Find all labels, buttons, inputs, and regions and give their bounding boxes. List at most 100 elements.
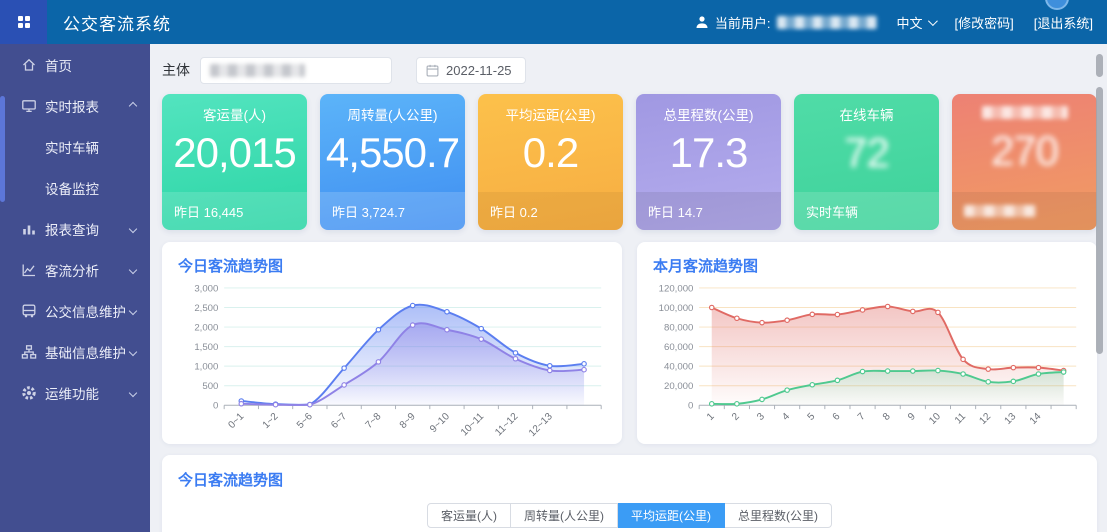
scrollbar-thumb[interactable] bbox=[1096, 87, 1103, 354]
sidebar-item-ops-functions[interactable]: 运维功能 bbox=[0, 372, 150, 413]
svg-text:12~13: 12~13 bbox=[527, 411, 555, 439]
sidebar-item-realtime-reports[interactable]: 实时报表 bbox=[0, 85, 150, 126]
svg-text:20,000: 20,000 bbox=[664, 381, 693, 392]
svg-text:0: 0 bbox=[688, 401, 693, 412]
sidebar-item-label: 公交信息维护 bbox=[45, 301, 126, 321]
chevron-down-icon bbox=[129, 306, 137, 314]
date-value: 2022-11-25 bbox=[446, 63, 512, 78]
header-right: 当前用户: 中文 [修改密码] [退出系统] bbox=[695, 13, 1107, 32]
sidebar-item-label: 首页 bbox=[45, 55, 72, 75]
svg-text:100,000: 100,000 bbox=[659, 303, 694, 314]
stat-card-total-mileage: 总里程数(公里) 17.3 昨日 14.7 bbox=[636, 94, 781, 230]
stat-card-value: 17.3 bbox=[636, 121, 781, 185]
stat-card-title: 总里程数(公里) bbox=[636, 104, 781, 121]
bottom-trend-chart-card: 今日客流趋势图 客运量(人) 周转量(人公里) 平均运距(公里) 总里程数(公里… bbox=[162, 455, 1097, 532]
home-icon bbox=[21, 57, 37, 73]
sidebar-item-label: 报表查询 bbox=[45, 219, 99, 239]
stat-card-footer: 昨日 0.2 bbox=[478, 192, 623, 230]
current-user-label: 当前用户: bbox=[715, 13, 771, 32]
stat-card-online-vehicles: 在线车辆 72 实时车辆 bbox=[794, 94, 939, 230]
svg-text:2: 2 bbox=[730, 411, 742, 423]
sidebar-item-label: 设备监控 bbox=[45, 178, 99, 198]
chart-title: 今日客流趋势图 bbox=[178, 469, 1081, 490]
svg-text:13: 13 bbox=[1003, 411, 1019, 427]
avatar[interactable] bbox=[1045, 0, 1069, 10]
svg-text:1,000: 1,000 bbox=[194, 362, 218, 373]
tab-turnover[interactable]: 周转量(人公里) bbox=[511, 503, 618, 528]
sidebar-item-home[interactable]: 首页 bbox=[0, 44, 150, 85]
filter-toolbar: 主体 2022-11-25 bbox=[162, 56, 1097, 84]
sidebar-item-label: 实时车辆 bbox=[45, 137, 99, 157]
stat-card-title: 在线车辆 bbox=[794, 104, 939, 121]
stat-card-title: 周转量(人公里) bbox=[320, 104, 465, 121]
svg-text:500: 500 bbox=[202, 381, 218, 392]
sitemap-icon bbox=[21, 344, 37, 360]
today-trend-chart[interactable]: 05001,0001,5002,0002,5003,0000~11~25~66~… bbox=[178, 280, 606, 444]
stat-card-redacted: 270 bbox=[952, 94, 1097, 230]
chart-title: 今日客流趋势图 bbox=[178, 255, 606, 276]
today-trend-chart-card: 今日客流趋势图 0 500 1,000 1,500 2,000 2,500 3,000 0~1… bbox=[162, 242, 622, 444]
svg-text:60,000: 60,000 bbox=[664, 342, 693, 353]
svg-text:0: 0 bbox=[213, 401, 218, 412]
chevron-down-icon bbox=[927, 16, 937, 26]
page-scrollbar bbox=[1096, 44, 1103, 532]
subject-value-redacted bbox=[210, 64, 305, 77]
svg-text:5: 5 bbox=[806, 411, 818, 423]
line-chart-icon bbox=[21, 262, 37, 278]
month-trend-chart-card: 本月客流趋势图 020,00040,00060,00080,000100,000… bbox=[637, 242, 1097, 444]
chevron-down-icon bbox=[129, 347, 137, 355]
tab-avg-distance[interactable]: 平均运距(公里) bbox=[618, 503, 725, 528]
logout-link[interactable]: [退出系统] bbox=[1034, 13, 1093, 32]
subject-label: 主体 bbox=[162, 60, 190, 80]
svg-text:1~2: 1~2 bbox=[261, 411, 281, 431]
stat-card-footer: 实时车辆 bbox=[794, 192, 939, 230]
user-icon bbox=[695, 15, 709, 29]
svg-text:2,500: 2,500 bbox=[194, 303, 218, 314]
tab-total-mileage[interactable]: 总里程数(公里) bbox=[725, 503, 832, 528]
stat-card-passenger-volume: 客运量(人) 20,015 昨日 16,445 bbox=[162, 94, 307, 230]
chevron-up-icon bbox=[129, 101, 137, 109]
svg-text:10~11: 10~11 bbox=[459, 411, 487, 439]
svg-text:0~1: 0~1 bbox=[226, 411, 246, 431]
current-user: 当前用户: bbox=[695, 13, 877, 32]
scrollbar-thumb[interactable] bbox=[1096, 54, 1103, 77]
tab-passenger-volume[interactable]: 客运量(人) bbox=[427, 503, 511, 528]
month-trend-chart[interactable]: 020,00040,00060,00080,000100,000120,0001… bbox=[653, 280, 1081, 444]
sidebar-item-report-query[interactable]: 报表查询 bbox=[0, 208, 150, 249]
svg-text:7~8: 7~8 bbox=[364, 411, 384, 431]
metric-tabs: 客运量(人) 周转量(人公里) 平均运距(公里) 总里程数(公里) bbox=[178, 503, 1081, 528]
svg-text:40,000: 40,000 bbox=[664, 362, 693, 373]
svg-text:6: 6 bbox=[831, 411, 843, 423]
language-selector[interactable]: 中文 bbox=[897, 13, 935, 32]
svg-text:11~12: 11~12 bbox=[493, 411, 521, 439]
monitor-icon bbox=[21, 98, 37, 114]
stat-card-title-redacted bbox=[982, 106, 1068, 119]
sidebar-item-flow-analysis[interactable]: 客流分析 bbox=[0, 249, 150, 290]
main-content: 主体 2022-11-25 客运量(人) 20,015 昨日 16,445 周转… bbox=[150, 44, 1107, 532]
svg-text:2,000: 2,000 bbox=[194, 322, 218, 333]
sidebar-toggle-button[interactable] bbox=[0, 0, 47, 44]
language-label: 中文 bbox=[897, 13, 923, 32]
charts-row: 今日客流趋势图 0 500 1,000 1,500 2,000 2,500 3,000 0~1… bbox=[162, 242, 1097, 444]
sidebar-item-realtime-vehicles[interactable]: 实时车辆 bbox=[0, 126, 150, 167]
svg-text:8: 8 bbox=[881, 411, 893, 423]
svg-text:3,000: 3,000 bbox=[194, 283, 218, 294]
bus-icon bbox=[21, 303, 37, 319]
sidebar-item-basic-info-maintenance[interactable]: 基础信息维护 bbox=[0, 331, 150, 372]
gear-icon bbox=[21, 385, 37, 401]
stat-card-footer: 昨日 3,724.7 bbox=[320, 192, 465, 230]
subject-input[interactable] bbox=[200, 57, 392, 84]
stat-card-turnover: 周转量(人公里) 4,550.7 昨日 3,724.7 bbox=[320, 94, 465, 230]
svg-text:1: 1 bbox=[705, 411, 717, 423]
svg-text:9: 9 bbox=[906, 411, 918, 423]
sidebar-item-bus-info-maintenance[interactable]: 公交信息维护 bbox=[0, 290, 150, 331]
sidebar-item-label: 运维功能 bbox=[45, 383, 99, 403]
stat-card-footer-redacted bbox=[964, 205, 1036, 217]
stat-card-footer bbox=[952, 192, 1097, 230]
change-password-link[interactable]: [修改密码] bbox=[955, 13, 1014, 32]
svg-text:9~10: 9~10 bbox=[428, 411, 452, 435]
date-picker[interactable]: 2022-11-25 bbox=[416, 57, 526, 84]
svg-text:1,500: 1,500 bbox=[194, 342, 218, 353]
current-user-name-redacted bbox=[777, 16, 877, 29]
sidebar-item-device-monitor[interactable]: 设备监控 bbox=[0, 167, 150, 208]
